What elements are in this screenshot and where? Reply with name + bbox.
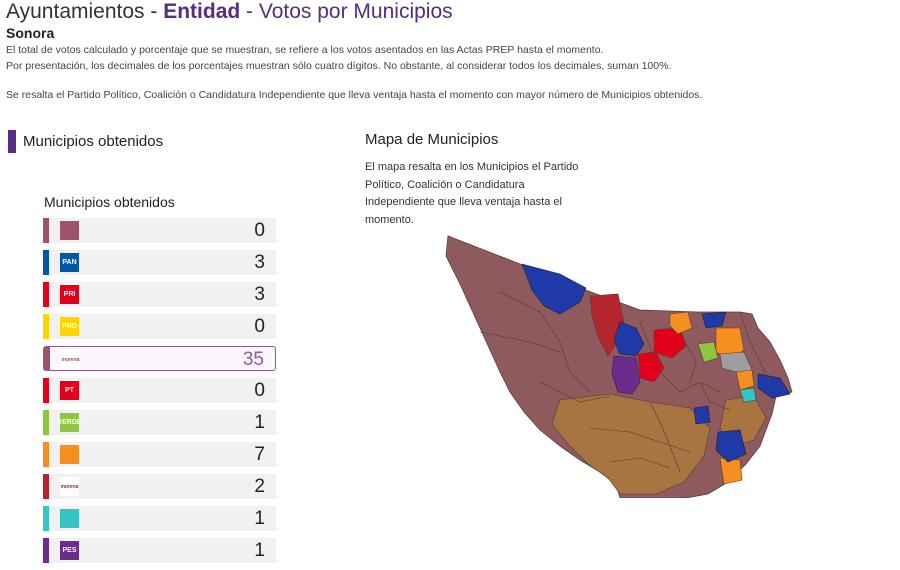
page-header: Ayuntamientos - Entidad - Votos por Muni… (6, 0, 896, 103)
party-logo-icon: PAN (60, 253, 79, 272)
map-region[interactable] (739, 387, 757, 403)
party-color-bar (43, 410, 49, 435)
map-region[interactable] (719, 351, 753, 373)
map-region[interactable] (613, 321, 645, 357)
map-region[interactable] (719, 457, 743, 485)
party-municipios-count: 0 (254, 220, 265, 241)
party-list: 0 PAN 3 PRI 3 PRD 0 morena 35 PT 0 VERDE… (43, 218, 276, 570)
party-color-bar (43, 314, 49, 339)
party-logo-icon: PRD (60, 317, 79, 336)
party-municipios-count: 1 (254, 540, 265, 561)
title-prefix: Ayuntamientos - (6, 0, 164, 23)
party-row: VERDE 1 (43, 410, 276, 435)
party-logo-icon: PES (60, 541, 79, 560)
map-region[interactable] (697, 341, 719, 363)
party-logo-icon (60, 221, 79, 240)
party-row: morena 2 (43, 474, 276, 499)
description: El total de votos calculado y porcentaje… (6, 42, 896, 103)
title-suffix: - Votos por Municipios (240, 0, 453, 23)
party-municipios-count: 3 (254, 252, 265, 273)
party-municipios-count: 0 (254, 316, 265, 337)
party-row: 0 (43, 218, 276, 243)
party-color-bar (43, 442, 49, 467)
party-municipios-count: 1 (254, 412, 265, 433)
state-name: Sonora (6, 25, 55, 41)
party-color-bar (43, 378, 49, 403)
party-logo-icon (60, 445, 79, 464)
map-svg[interactable] (440, 232, 800, 499)
party-row: 1 (43, 506, 276, 531)
description-line-3: Se resalta el Partido Político, Coalició… (6, 89, 703, 101)
party-row-leader: morena 35 (43, 346, 276, 371)
map-region[interactable] (521, 263, 587, 315)
party-color-bar (43, 218, 49, 243)
map-region[interactable] (701, 311, 727, 329)
map-region[interactable] (669, 311, 693, 335)
party-color-bar (43, 474, 49, 499)
party-municipios-count: 2 (254, 476, 265, 497)
party-color-bar (43, 506, 49, 531)
section-heading-mapa: Mapa de Municipios (365, 131, 499, 148)
party-row: PT 0 (43, 378, 276, 403)
party-logo-icon: VERDE (57, 413, 82, 432)
map-region[interactable] (637, 351, 665, 383)
party-color-bar (43, 538, 49, 563)
map-region[interactable] (757, 373, 791, 399)
party-municipios-count: 3 (254, 284, 265, 305)
party-row: PRD 0 (43, 314, 276, 339)
party-logo-icon: morena (61, 350, 80, 369)
party-municipios-count: 7 (254, 444, 265, 465)
party-municipios-count: 0 (254, 380, 265, 401)
party-row: PAN 3 (43, 250, 276, 275)
party-logo-icon: morena (60, 477, 79, 496)
description-line-1: El total de votos calculado y porcentaje… (6, 44, 604, 56)
party-color-bar (43, 282, 49, 307)
description-line-2: Por presentación, los decimales de los p… (6, 60, 672, 72)
map-region[interactable] (693, 405, 711, 425)
party-row: PRI 3 (43, 282, 276, 307)
party-municipios-count: 1 (254, 508, 265, 529)
map-region[interactable] (551, 393, 711, 495)
party-logo-icon: PRI (60, 285, 79, 304)
section-heading-municipios: Municipios obtenidos (8, 130, 163, 153)
title-entity: Entidad (163, 0, 241, 23)
map-region[interactable] (715, 429, 747, 463)
party-color-bar (44, 347, 50, 370)
party-logo-icon (60, 509, 79, 528)
table-title: Municipios obtenidos (44, 194, 175, 210)
map-boundaries (479, 291, 771, 473)
party-logo-icon: PT (60, 381, 79, 400)
party-color-bar (43, 250, 49, 275)
party-row: 7 (43, 442, 276, 467)
map-region[interactable] (611, 355, 641, 395)
map-description: El mapa resalta en los Municipios el Par… (365, 161, 579, 226)
sonora-municipios-map[interactable] (440, 232, 800, 499)
page-title: Ayuntamientos - Entidad - Votos por Muni… (6, 0, 896, 24)
party-row: PES 1 (43, 538, 276, 563)
party-municipios-count: 35 (242, 349, 264, 370)
